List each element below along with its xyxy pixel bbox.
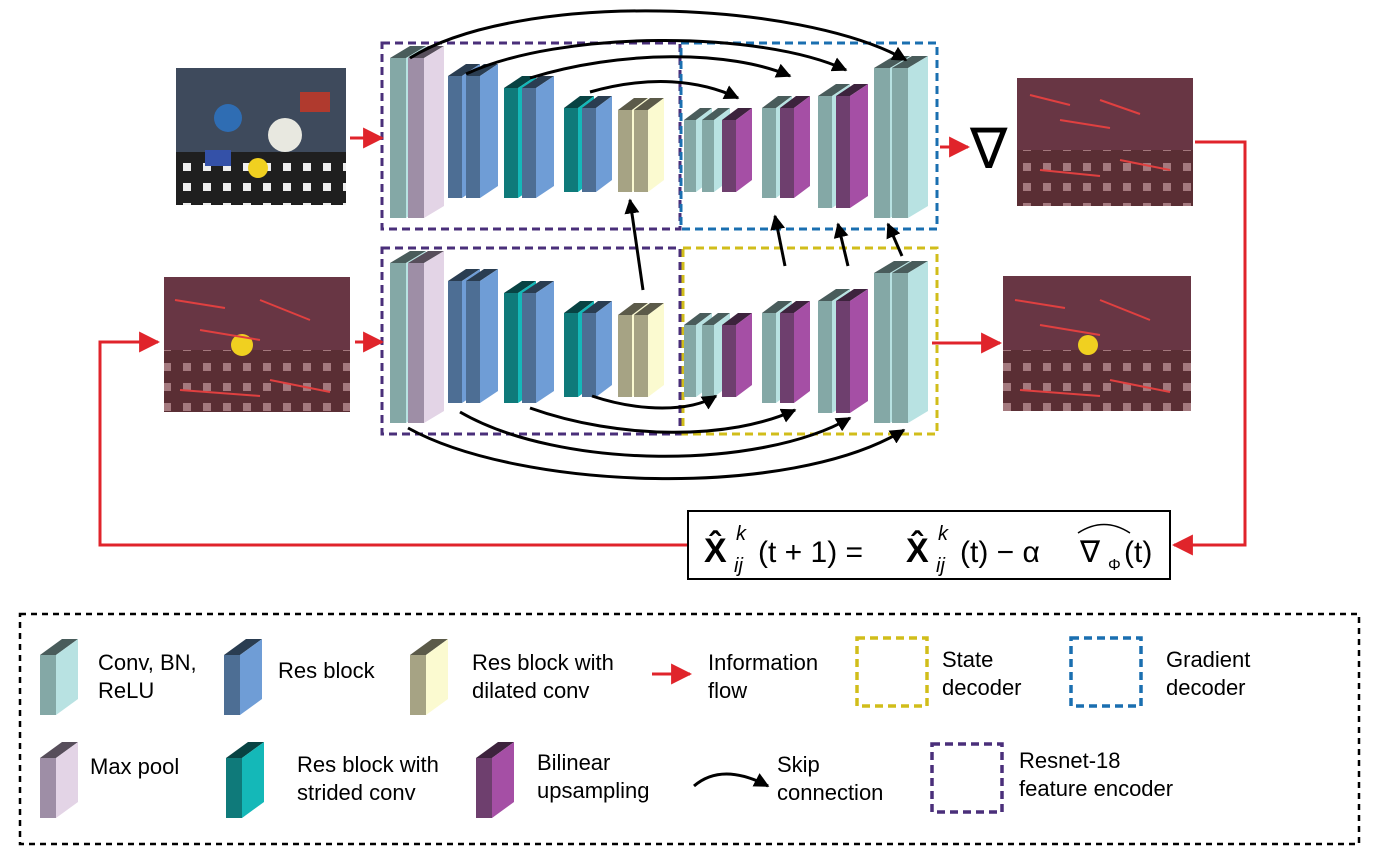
update-rhs-arg: (t) − α bbox=[960, 536, 1040, 569]
legend-encoder-line1: Resnet-18 bbox=[1019, 748, 1121, 773]
top-dilated-block-2 bbox=[634, 98, 664, 192]
bottom-bilinear-up-1 bbox=[722, 313, 752, 397]
legend-skip-line1: Skip bbox=[777, 752, 820, 777]
legend-info-line2: flow bbox=[708, 678, 747, 703]
input-image bbox=[176, 68, 346, 205]
legend-conv-icon bbox=[40, 639, 78, 715]
legend-strided-line2: strided conv bbox=[297, 780, 416, 805]
update-grad: ∇ bbox=[1079, 536, 1101, 569]
state-decoder-box bbox=[681, 246, 939, 436]
legend-bilinear-line2: upsampling bbox=[537, 778, 650, 803]
legend-labels: Conv, BN, ReLU Res block Res block with … bbox=[90, 647, 1250, 805]
legend-maxpool-icon bbox=[40, 742, 78, 818]
cross-branch-connections bbox=[624, 198, 904, 291]
top-res-block-4 bbox=[582, 96, 612, 192]
legend-skip-arrow bbox=[693, 772, 770, 788]
legend-encoder-line2: feature encoder bbox=[1019, 776, 1173, 801]
top-decoder-conv-6 bbox=[892, 56, 928, 218]
bottom-dilated-block-2 bbox=[634, 303, 664, 397]
bottom-bilinear-up-2 bbox=[780, 301, 810, 403]
bottom-res-block-2 bbox=[466, 269, 498, 403]
update-rule-box bbox=[687, 510, 1171, 580]
output-state-image bbox=[1003, 276, 1191, 411]
output-gradient-image bbox=[1017, 78, 1193, 206]
update-lhs-arg: (t + 1) = bbox=[758, 536, 863, 569]
legend-box bbox=[18, 612, 1361, 846]
bottom-maxpool-layer bbox=[408, 251, 444, 423]
legend-res-icon bbox=[224, 639, 262, 715]
legend-dilated-icon bbox=[410, 639, 448, 715]
legend-dilated-line1: Res block with bbox=[472, 650, 614, 675]
gradient-symbol: ∇ bbox=[969, 117, 1008, 182]
bottom-res-block-4 bbox=[582, 301, 612, 397]
legend-info-line1: Information bbox=[708, 650, 818, 675]
update-rhs-sub: ij bbox=[936, 555, 945, 577]
update-lhs-sub: ij bbox=[734, 555, 743, 577]
legend-bilinear-icon bbox=[476, 742, 514, 818]
bottom-decoder-conv-6 bbox=[892, 261, 928, 423]
legend-state-line2: decoder bbox=[942, 675, 1022, 700]
update-rhs-sup: k bbox=[938, 523, 949, 545]
legend-gradient-swatch bbox=[1069, 636, 1143, 708]
top-maxpool-layer bbox=[408, 46, 444, 218]
update-lhs: X̂ bbox=[704, 531, 727, 570]
top-res-block-3 bbox=[522, 76, 554, 198]
bottom-skip-connections bbox=[407, 394, 906, 481]
update-hat bbox=[1077, 523, 1131, 534]
legend-strided-icon bbox=[226, 742, 264, 818]
legend-dilated-line2: dilated conv bbox=[472, 678, 589, 703]
legend-skip-line2: connection bbox=[777, 780, 883, 805]
legend-max-pool: Max pool bbox=[90, 754, 179, 779]
legend-strided-line1: Res block with bbox=[297, 752, 439, 777]
legend-state-swatch bbox=[855, 636, 929, 708]
current-state-image bbox=[164, 277, 350, 412]
update-rhs: X̂ bbox=[906, 531, 929, 570]
update-lhs-sup: k bbox=[736, 523, 747, 545]
bottom-bilinear-up-3 bbox=[836, 289, 868, 413]
legend-conv-line1: Conv, BN, bbox=[98, 650, 197, 675]
legend-encoder-swatch bbox=[930, 742, 1004, 814]
update-grad-sub: Φ bbox=[1108, 557, 1121, 574]
update-grad-arg: (t) bbox=[1124, 536, 1152, 569]
legend-gradient-line1: Gradient bbox=[1166, 647, 1250, 672]
top-res-block-2 bbox=[466, 64, 498, 198]
legend-conv-line2: ReLU bbox=[98, 678, 154, 703]
legend-state-line1: State bbox=[942, 647, 993, 672]
information-flow-arrows bbox=[98, 127, 1247, 556]
bottom-res-block-3 bbox=[522, 281, 554, 403]
top-bilinear-up-3 bbox=[836, 84, 868, 208]
top-bilinear-up-1 bbox=[722, 108, 752, 192]
top-skip-connections bbox=[409, 9, 908, 100]
top-bilinear-up-2 bbox=[780, 96, 810, 198]
legend-bilinear-line1: Bilinear bbox=[537, 750, 610, 775]
legend-res-block: Res block bbox=[278, 658, 376, 683]
legend-gradient-line2: decoder bbox=[1166, 675, 1246, 700]
update-rule: X̂ k ij (t + 1) = X̂ k ij (t) − α ∇ Φ (t… bbox=[704, 523, 1152, 577]
